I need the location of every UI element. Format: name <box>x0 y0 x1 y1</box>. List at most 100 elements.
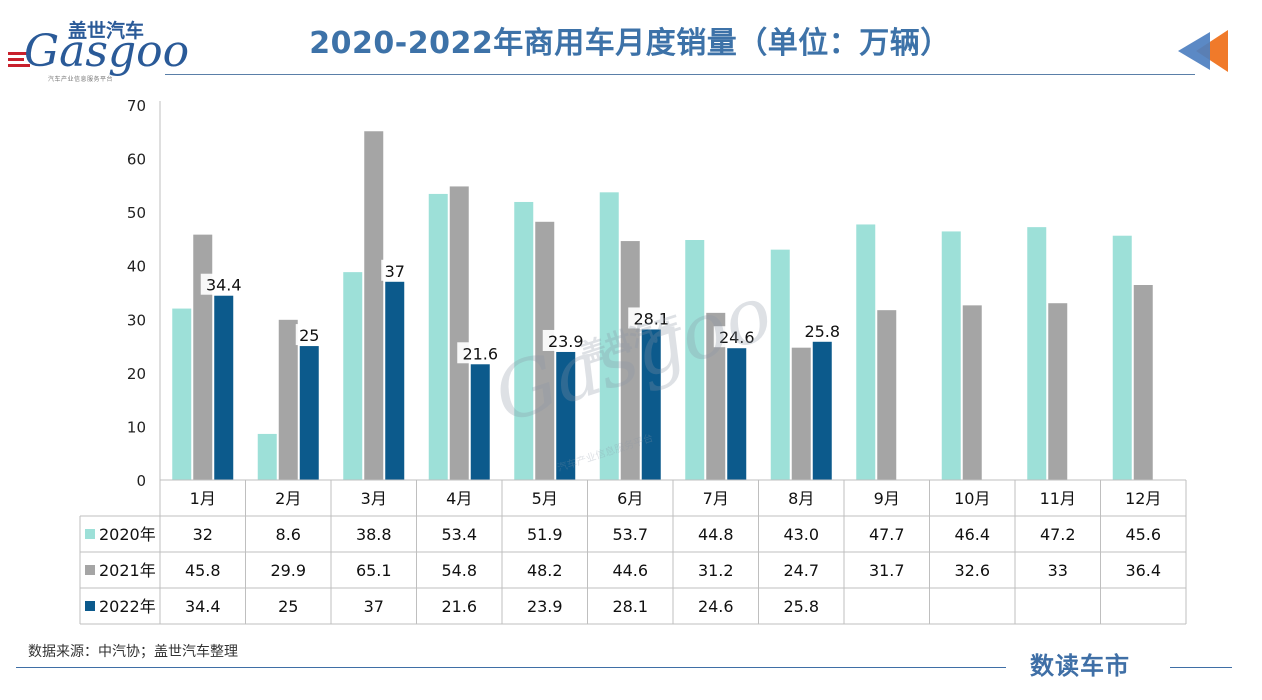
table-cell: 21.6 <box>441 597 477 616</box>
table-cell: 31.2 <box>698 561 734 580</box>
table-cell: 24.7 <box>783 561 819 580</box>
bar <box>962 305 982 480</box>
table-cell: 47.2 <box>1040 525 1076 544</box>
x-tick-label: 10月 <box>954 489 990 508</box>
table-cell: 44.6 <box>612 561 648 580</box>
table-cell: 32.6 <box>954 561 990 580</box>
data-label: 37 <box>385 262 405 281</box>
table-cell: 25.8 <box>783 597 819 616</box>
data-label-bg <box>628 307 675 329</box>
table-cell: 44.8 <box>698 525 734 544</box>
table-cell: 38.8 <box>356 525 392 544</box>
footer-divider <box>16 667 1006 668</box>
brand-text: 数读车市 <box>1030 652 1130 680</box>
table-cell: 43.0 <box>783 525 819 544</box>
data-label-bg <box>542 329 589 351</box>
data-label-bg <box>799 319 846 341</box>
chart-bars <box>172 131 1153 481</box>
data-label: 23.9 <box>548 332 584 351</box>
table-cell: 54.8 <box>441 561 477 580</box>
data-label: 28.1 <box>633 309 669 328</box>
bar <box>449 186 469 480</box>
data-table: 1月 2月 3月 4月 5月 6月 7月 8月 9月 10月 11月 12月 2020年 32 8.6 38.… <box>79 479 1187 625</box>
x-tick-label: 1月 <box>190 489 216 508</box>
bar <box>343 272 363 480</box>
data-label: 25.8 <box>804 322 840 341</box>
table-cell: 23.9 <box>527 597 563 616</box>
table-cell: 36.4 <box>1125 561 1161 580</box>
bar <box>1027 227 1047 480</box>
logo-cn-text: 盖世汽车 <box>68 20 145 42</box>
bar <box>1112 235 1132 480</box>
x-tick-label: 7月 <box>703 489 729 508</box>
bar <box>514 201 534 480</box>
chart-axes: 0 10 20 30 40 50 60 70 <box>127 97 161 490</box>
x-tick-label: 6月 <box>617 489 643 508</box>
bar <box>941 231 961 480</box>
x-tick-label: 9月 <box>874 489 900 508</box>
table-cell: 32 <box>193 525 213 544</box>
bar <box>727 348 747 480</box>
bar <box>214 295 234 480</box>
bar <box>299 346 319 480</box>
bar <box>1048 303 1068 480</box>
footer-divider <box>1170 667 1232 668</box>
table-cell: 46.4 <box>954 525 990 544</box>
bar <box>278 319 298 480</box>
data-label-bg <box>381 259 409 281</box>
legend-label: 2020年 <box>99 525 156 544</box>
bar <box>791 347 811 480</box>
logo-stripe <box>8 58 24 61</box>
title-divider <box>165 74 1195 75</box>
table-cell: 51.9 <box>527 525 563 544</box>
x-tick-label: 8月 <box>788 489 814 508</box>
legend-swatch <box>85 529 95 539</box>
bar <box>620 241 640 480</box>
bar <box>770 249 790 480</box>
bar <box>877 310 897 480</box>
logo-en-text: Gasgoo <box>24 26 190 77</box>
bar <box>470 364 490 480</box>
table-cell: 47.7 <box>869 525 905 544</box>
bar <box>193 234 213 480</box>
y-tick-label: 0 <box>136 472 146 490</box>
legend-label: 2022年 <box>99 597 156 616</box>
arrow-left-icon <box>1178 30 1228 72</box>
bar <box>556 351 576 480</box>
y-tick-label: 70 <box>127 97 146 115</box>
legend-swatch <box>85 565 95 575</box>
bar <box>364 131 384 480</box>
table-cell: 37 <box>364 597 384 616</box>
data-label-bg <box>457 342 504 364</box>
y-tick-label: 10 <box>127 418 146 436</box>
bar <box>641 329 661 480</box>
y-tick-label: 40 <box>127 258 146 276</box>
table-cell: 48.2 <box>527 561 563 580</box>
bar <box>599 192 619 481</box>
y-tick-label: 50 <box>127 204 146 222</box>
table-cell: 53.7 <box>612 525 648 544</box>
bar <box>428 193 448 480</box>
data-label-bg <box>200 273 247 295</box>
table-cell: 45.6 <box>1125 525 1161 544</box>
legend-swatch <box>85 601 95 611</box>
x-tick-label: 5月 <box>532 489 558 508</box>
table-cell: 33 <box>1048 561 1068 580</box>
logo-stripe <box>8 52 30 55</box>
bar <box>856 224 876 480</box>
data-label: 21.6 <box>462 344 498 363</box>
x-tick-label: 12月 <box>1125 489 1161 508</box>
arrow-orange-shape <box>1196 30 1228 72</box>
x-tick-label: 3月 <box>361 489 387 508</box>
y-tick-label: 60 <box>127 151 146 169</box>
legend-label: 2021年 <box>99 561 156 580</box>
data-label-bg <box>295 324 323 346</box>
table-cell: 8.6 <box>276 525 301 544</box>
x-tick-label: 11月 <box>1040 489 1076 508</box>
table-cell: 24.6 <box>698 597 734 616</box>
data-label: 24.6 <box>719 328 755 347</box>
chart-data-labels: 34.4 25 37 21.6 23.9 28.1 24.6 25.8 <box>200 259 846 364</box>
bar <box>257 433 277 480</box>
bar <box>685 240 705 480</box>
